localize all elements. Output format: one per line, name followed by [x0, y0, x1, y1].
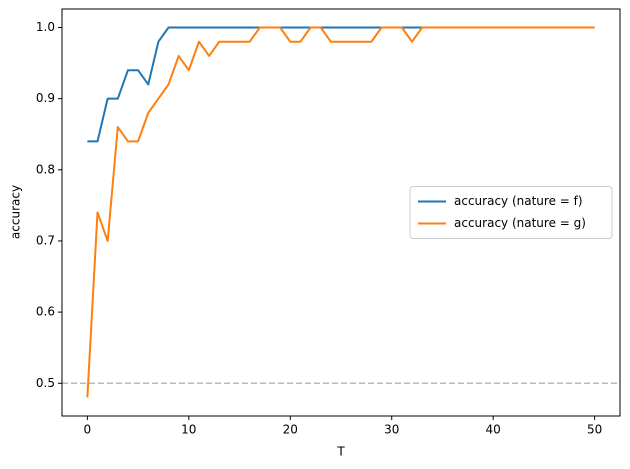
plot-frame: [61, 8, 621, 417]
y-tick-label: 1.0: [36, 20, 55, 34]
y-tick-label: 0.9: [36, 91, 55, 105]
series-line: [86, 26, 595, 398]
x-tick-label: 10: [181, 423, 196, 437]
y-axis-label: accuracy: [9, 185, 23, 239]
x-tick-label: 0: [84, 423, 92, 437]
x-axis-label: T: [336, 445, 345, 459]
x-tick-label: 30: [384, 423, 399, 437]
y-tick-label: 0.6: [36, 305, 55, 319]
x-tick-label: 50: [587, 423, 602, 437]
y-tick-label: 0.7: [36, 233, 55, 247]
y-tick-label: 0.5: [36, 376, 55, 390]
legend-box: [409, 186, 613, 239]
series-line: [87, 26, 595, 143]
legend-label: accuracy (nature = g): [454, 216, 586, 230]
x-tick-label: 40: [486, 423, 501, 437]
x-tick-label: 20: [283, 423, 298, 437]
y-tick-label: 0.8: [36, 162, 55, 176]
legend-label: accuracy (nature = f): [454, 194, 583, 208]
